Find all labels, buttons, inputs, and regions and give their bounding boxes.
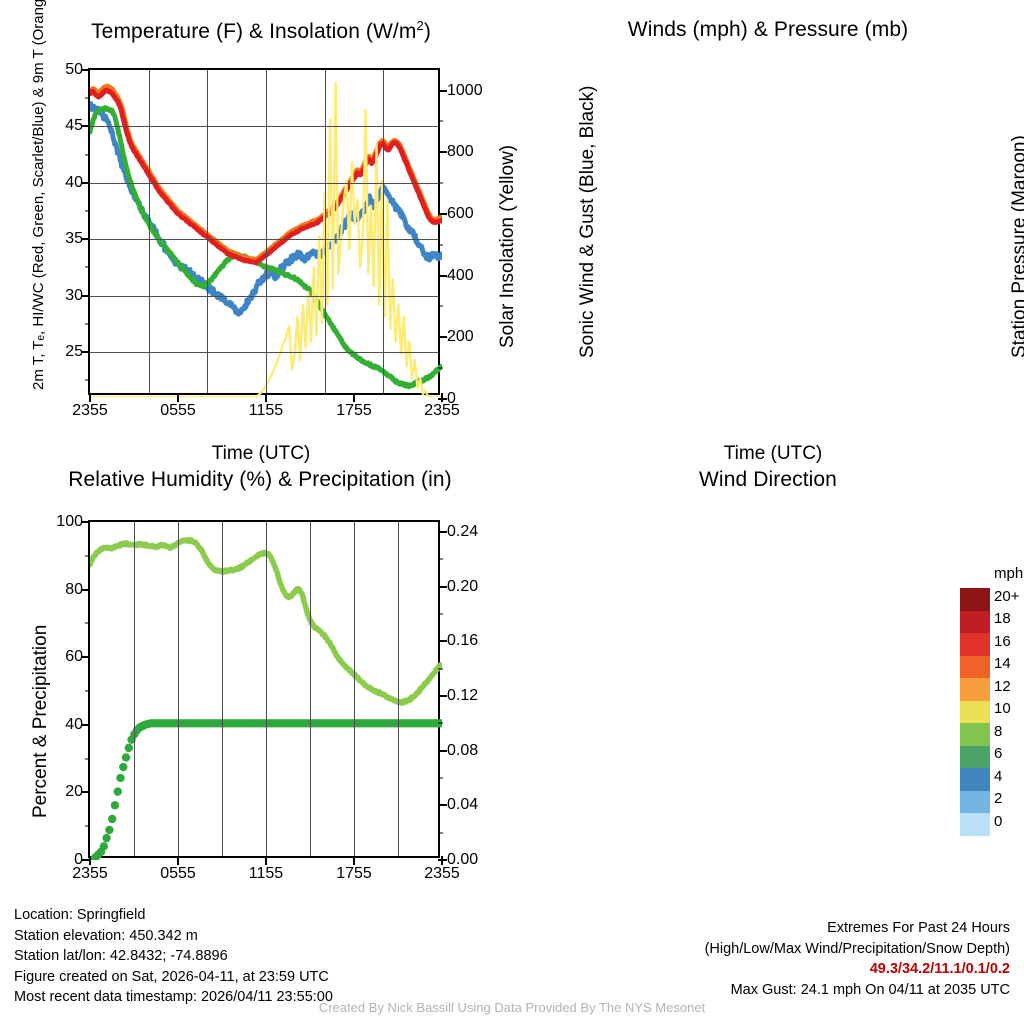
most-recent-timestamp: Most recent data timestamp: 2026/04/11 2…: [14, 989, 333, 1005]
station-elevation: Station elevation: 450.342 m: [14, 927, 198, 944]
temp-xtick-3: 1755: [336, 402, 372, 419]
rh-xtick-3: 1755: [336, 865, 372, 882]
extremes-subheading: (High/Low/Max Wind/Precipitation/Snow De…: [704, 940, 1010, 957]
rh-ytick-100: 100: [56, 513, 83, 530]
temp-ytick-35: 35: [65, 230, 83, 248]
temp-xtick-4: 2355: [424, 402, 460, 419]
legend-swatch-2: [960, 790, 990, 813]
legend-swatch-6: [960, 745, 990, 768]
humidity-plot-area: 100 80 60 40 20 0 0.24 0.20 0.16 0.12 0.…: [56, 513, 478, 882]
rh-xtick-0: 2355: [72, 865, 108, 882]
legend-value-8: 8: [994, 722, 1003, 740]
legend-value-16: 16: [994, 632, 1011, 650]
precip-ytick-004: 0.04: [447, 796, 479, 814]
precip-ytick-020: 0.20: [447, 577, 479, 595]
legend-value-list: 20+ 18 16 14 12 10 8 6 4 2 0: [994, 586, 1023, 834]
precip-ytick-016: 0.16: [447, 632, 479, 650]
legend-swatch-16: [960, 633, 990, 656]
winds-x-axis-label: Time (UTC): [723, 443, 823, 464]
station-latlon: Station lat/lon: 42.8432; -74.8896: [14, 948, 228, 964]
temp-xtick-0: 2355: [72, 402, 108, 419]
temp-xtick-2: 1155: [248, 402, 284, 419]
temp-ytick-40: 40: [65, 173, 83, 191]
precip-ytick-000: 0.00: [447, 851, 479, 868]
temperature-chart-title: Temperature (F) & Insolation (W/m2): [0, 18, 512, 44]
humidity-chart-title: Relative Humidity (%) & Precipitation (i…: [68, 468, 452, 491]
rh-ytick-20: 20: [65, 783, 83, 801]
extremes-footer: Extremes For Past 24 Hours (High/Low/Max…: [705, 918, 1010, 1000]
legend-value-10: 10: [994, 700, 1011, 717]
temp-ytick-45: 45: [65, 117, 83, 135]
legend-swatch-20plus: [960, 588, 990, 611]
rh-xtick-2: 1155: [248, 865, 284, 882]
legend-swatch-8: [960, 723, 990, 746]
pressure-y-axis-label: Station Pressure (Maroon): [1009, 135, 1024, 358]
legend-value-20plus: 20+: [994, 587, 1020, 605]
wind-direction-panel: Wind Direction Direction (Colored By Spe…: [512, 468, 1024, 898]
direction-chart-title: Wind Direction: [699, 468, 837, 491]
insolation-ytick-400: 400: [447, 266, 474, 284]
legend-swatch-0: [960, 813, 990, 836]
precip-ytick-024: 0.24: [447, 522, 479, 540]
legend-unit-label: mph: [994, 565, 1024, 582]
wind-gust-y-axis-label: Sonic Wind & Gust (Blue, Black): [577, 85, 598, 358]
insolation-ytick-0: 0: [447, 390, 456, 407]
insolation-ytick-600: 600: [447, 204, 474, 222]
rh-ytick-80: 80: [65, 580, 83, 598]
figure-created-time: Figure created on Sat, 2026-04-11, at 23…: [14, 968, 329, 985]
rh-ytick-60: 60: [65, 648, 83, 666]
temp-ytick-30: 30: [65, 286, 83, 304]
precip-ytick-012: 0.12: [447, 687, 479, 704]
extremes-values: 49.3/34.2/11.1/0.1/0.2: [869, 961, 1010, 977]
legend-swatch-10: [960, 700, 990, 723]
legend-value-12: 12: [994, 677, 1011, 695]
legend-swatch-14: [960, 655, 990, 678]
temperature-plot-area: 50 45 40 35 30 25 1000 800 600 400 200 0: [65, 61, 482, 419]
legend-swatch-4: [960, 768, 990, 791]
wind-speed-legend: mph 20+ 18 16 14 12 10 8 6 4 2 0: [960, 565, 1023, 836]
temperature-insolation-panel: Temperature (F) & Insolation (W/m2) 2m T…: [0, 0, 518, 468]
legend-value-6: 6: [994, 745, 1003, 762]
insolation-ytick-200: 200: [447, 328, 474, 346]
legend-value-0: 0: [994, 812, 1003, 830]
winds-chart-title: Winds (mph) & Pressure (mb): [627, 18, 909, 41]
precip-ytick-008: 0.08: [447, 741, 479, 759]
legend-value-4: 4: [994, 767, 1003, 785]
temp-ytick-25: 25: [65, 343, 83, 360]
extremes-heading: Extremes For Past 24 Hours: [827, 920, 1010, 936]
legend-swatch-12: [960, 678, 990, 701]
temperature-title-tail: ): [423, 20, 431, 43]
humidity-y-axis-label: Percent & Precipitation: [30, 624, 51, 818]
insolation-ytick-1000: 1000: [447, 81, 483, 99]
temperature-title-text: Temperature (F) & Insolation (W/m: [91, 20, 417, 43]
station-location: Location: Springfield: [14, 907, 146, 923]
legend-swatch-18: [960, 610, 990, 633]
legend-label-column: mph 20+ 18 16 14 12 10 8 6 4 2 0: [994, 563, 1023, 833]
insolation-ytick-800: 800: [447, 143, 474, 161]
station-info-footer: Location: Springfield Station elevation:…: [14, 905, 333, 1008]
rh-xtick-1: 0555: [160, 865, 196, 882]
rh-ytick-0: 0: [74, 851, 83, 868]
legend-value-2: 2: [994, 790, 1003, 807]
humidity-series-svg: [90, 537, 442, 860]
temperature-y-axis-label: 2m T, Tₑ, HI/WC (Red, Green, Scarlet/Blu…: [30, 0, 47, 390]
temp-ytick-50: 50: [65, 61, 83, 78]
legend-value-14: 14: [994, 655, 1011, 672]
humidity-precipitation-panel: Relative Humidity (%) & Precipitation (i…: [0, 468, 512, 898]
rh-xtick-4: 2355: [424, 865, 460, 882]
legend-value-18: 18: [994, 610, 1011, 627]
winds-pressure-panel: Winds (mph) & Pressure (mb) Sonic Wind &…: [512, 18, 1024, 468]
temp-xtick-1: 0555: [160, 402, 196, 419]
temperature-title-superscript: 2: [416, 18, 424, 33]
rh-ytick-40: 40: [65, 715, 83, 733]
credit-line: Created By Nick Bassill Using Data Provi…: [318, 1000, 706, 1015]
max-gust-info: Max Gust: 24.1 mph On 04/11 at 2035 UTC: [730, 981, 1010, 998]
legend-color-swatches: [960, 588, 990, 836]
temperature-x-axis-label: Time (UTC): [211, 443, 311, 464]
